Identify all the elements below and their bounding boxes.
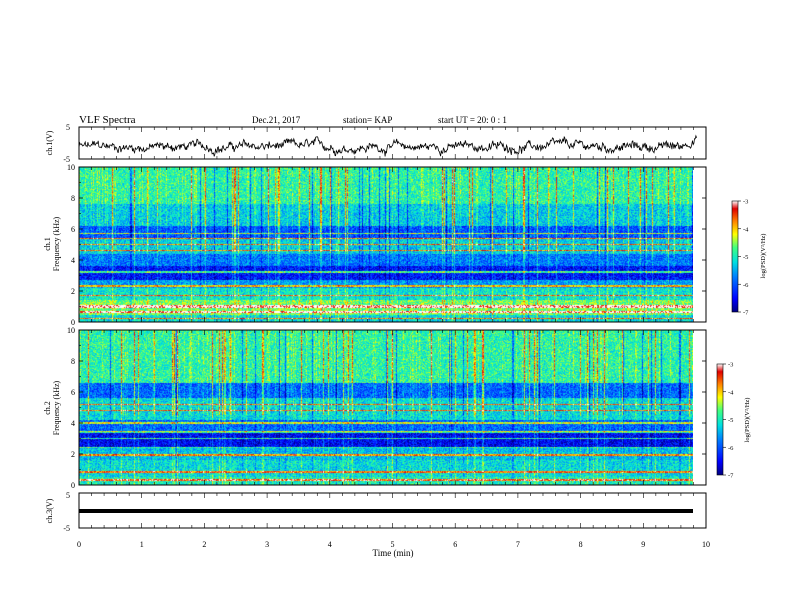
ch1-freq-ytick-label: 0 [71, 318, 75, 327]
ch3-waveform-panel: 5 -5 ch.3(V) [45, 491, 707, 533]
ch2-freq-ytick-label: 10 [67, 326, 75, 335]
ch1-colorbar-tick-label: -4 [743, 226, 749, 233]
ch1-colorbar: -3 -4 -5 -6 -7 log(PSD)(V²/Hz) [731, 199, 767, 317]
ch2-spectrogram-heatmap [79, 330, 693, 485]
time-tick-marks [78, 127, 707, 528]
time-tick-label: 9 [641, 540, 645, 549]
ch2-colorbar-tick-label: -6 [728, 445, 734, 452]
station-label: station= KAP [343, 115, 392, 125]
date-label: Dec.21, 2017 [252, 115, 301, 125]
time-tick-label: 0 [77, 540, 81, 549]
ch2-colorbar-label: log(PSD)(V²/Hz) [744, 398, 751, 443]
ch1-freq-ytick-label: 8 [71, 194, 75, 203]
ch1-spectrogram-panel: 0 2 4 6 8 10 ch.1 Frequency (kHz) [43, 163, 707, 327]
ch2-freq-ytick-label: 4 [71, 419, 75, 428]
ch1-spectrogram-heatmap [79, 167, 693, 322]
time-tick-label: 6 [453, 540, 457, 549]
ch1-waveform-line [78, 134, 697, 157]
ch2-spectrogram-ylabel-channel: ch.2 [43, 401, 52, 415]
ch1-freq-ytick-label: 2 [71, 287, 75, 296]
figure-title: VLF Spectra [79, 114, 136, 126]
ch1-spectrogram-ylabel: Frequency (kHz) [52, 216, 61, 271]
ch1-freq-ytick-label: 4 [71, 256, 75, 265]
ch1-colorbar-tick-label: -6 [743, 282, 749, 289]
ch3-ytick-top: 5 [66, 491, 70, 500]
ch1-freq-ytick-label: 6 [71, 225, 75, 234]
start-time-label: start UT = 20: 0 : 1 [438, 115, 507, 125]
time-tick-label: 5 [391, 540, 395, 549]
ch2-freq-ytick-label: 8 [71, 357, 75, 366]
ch1-spectrogram-ylabel-channel: ch.1 [43, 237, 52, 251]
time-tick-label: 4 [328, 540, 332, 549]
ch2-colorbar-tick-label: -3 [728, 362, 733, 369]
ch1-colorbar-tick-label: -5 [743, 254, 748, 261]
ch2-colorbar-tick-label: -7 [728, 473, 734, 480]
time-tick-label: 8 [579, 540, 583, 549]
ch1-colorbar-scale [731, 200, 739, 313]
ch1-waveform-ylabel: ch.1(V) [45, 130, 54, 155]
ch1-ytick-bottom: -5 [63, 155, 70, 164]
time-tick-label: 1 [140, 540, 144, 549]
ch2-spectrogram-panel: 0 2 4 6 8 10 ch.2 Frequency (kHz) [43, 326, 707, 490]
ch1-waveform-panel: 5 -5 ch.1(V) [45, 123, 707, 164]
ch2-freq-ytick-label: 2 [71, 450, 75, 459]
time-axis-label: Time (min) [373, 548, 414, 558]
ch1-freq-ytick-label: 10 [67, 163, 75, 172]
ch1-colorbar-tick-label: -7 [743, 310, 749, 317]
ch2-colorbar-tick-label: -4 [728, 389, 734, 396]
ch2-colorbar: -3 -4 -5 -6 -7 log(PSD)(V²/Hz) [716, 362, 751, 480]
ch3-ytick-bottom: -5 [63, 524, 70, 533]
ch2-colorbar-tick-label: -5 [728, 417, 733, 424]
time-tick-label: 10 [702, 540, 710, 549]
ch2-colorbar-scale [716, 363, 724, 476]
ch2-freq-ytick-label: 6 [71, 388, 75, 397]
ch1-colorbar-tick-label: -3 [743, 199, 748, 206]
ch1-colorbar-label: log(PSD)(V²/Hz) [760, 234, 767, 279]
ch3-waveform-ylabel: ch.3(V) [45, 498, 54, 523]
ch3-waveform-line [79, 509, 693, 513]
time-axis-tick-labels: 0 1 2 3 4 5 6 7 8 9 10 [77, 540, 710, 549]
time-tick-label: 2 [202, 540, 206, 549]
time-tick-label: 7 [516, 540, 520, 549]
ch2-spectrogram-ylabel: Frequency (kHz) [52, 380, 61, 435]
ch1-ytick-top: 5 [66, 123, 70, 132]
time-tick-label: 3 [265, 540, 269, 549]
ch2-freq-ytick-label: 0 [71, 481, 75, 490]
